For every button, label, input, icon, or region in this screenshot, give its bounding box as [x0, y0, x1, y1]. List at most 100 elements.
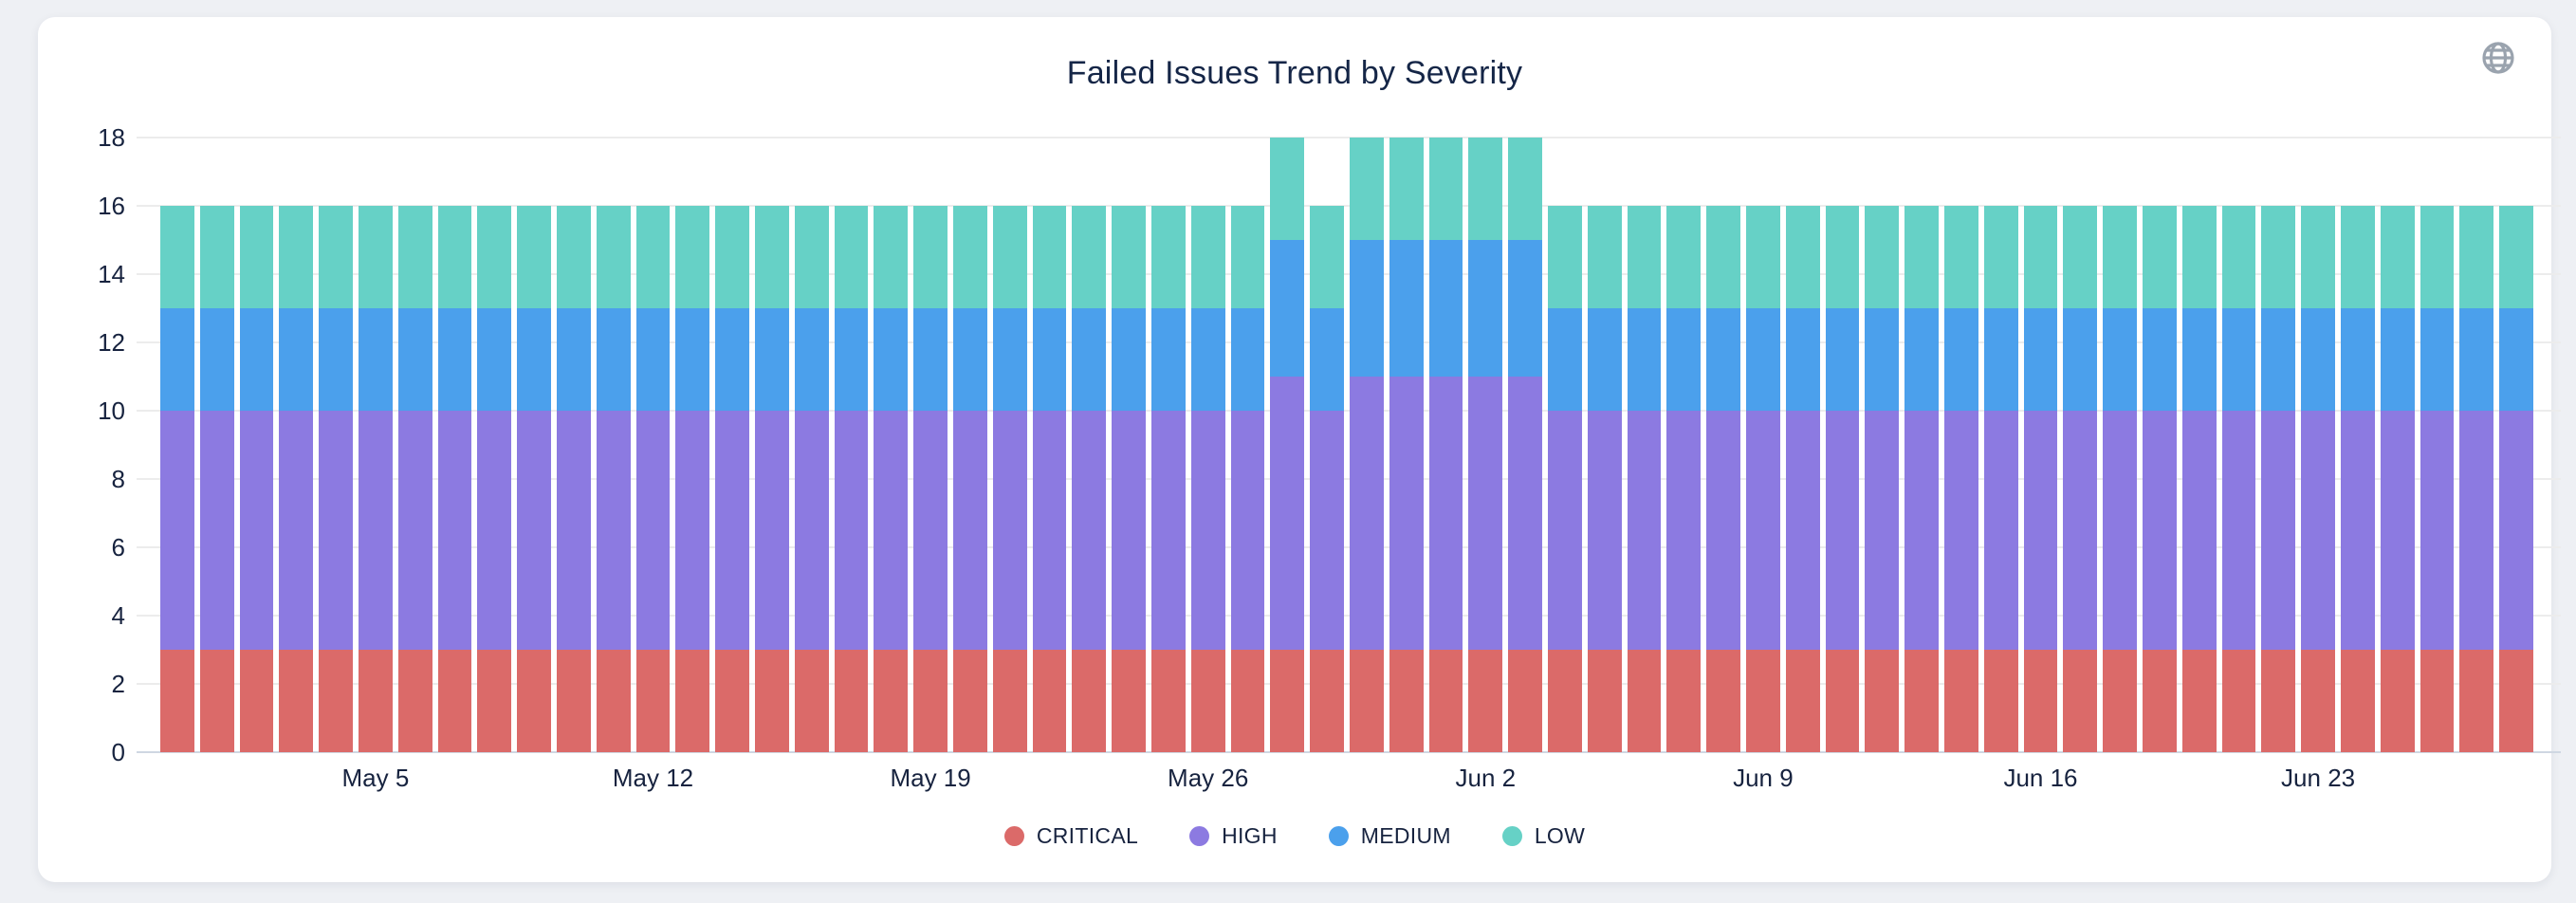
bar-jun-17[interactable] [2063, 138, 2098, 752]
bar-jun-26[interactable] [2420, 138, 2455, 752]
bar-segment-critical[interactable] [397, 650, 432, 752]
bar-segment-high[interactable] [1587, 411, 1622, 650]
bar-segment-low[interactable] [2181, 206, 2217, 308]
bar-segment-critical[interactable] [279, 650, 314, 752]
bar-segment-high[interactable] [1547, 411, 1582, 650]
bar-segment-medium[interactable] [1745, 308, 1780, 411]
bar-segment-high[interactable] [1983, 411, 2018, 650]
bar-segment-critical[interactable] [437, 650, 472, 752]
bar-segment-medium[interactable] [596, 308, 631, 411]
bar-segment-medium[interactable] [2499, 308, 2534, 411]
bar-segment-high[interactable] [556, 411, 591, 650]
bar-segment-high[interactable] [1745, 411, 1780, 650]
bar-segment-low[interactable] [1785, 206, 1820, 308]
bar-segment-medium[interactable] [2181, 308, 2217, 411]
bar-segment-critical[interactable] [1032, 650, 1067, 752]
bar-segment-high[interactable] [477, 411, 512, 650]
bar-segment-medium[interactable] [2420, 308, 2455, 411]
bar-may-24[interactable] [1112, 138, 1147, 752]
bar-jun-10[interactable] [1785, 138, 1820, 752]
bar-jun-28[interactable] [2499, 138, 2534, 752]
bar-segment-high[interactable] [2499, 411, 2534, 650]
bar-segment-medium[interactable] [794, 308, 829, 411]
bar-segment-critical[interactable] [952, 650, 987, 752]
bar-segment-critical[interactable] [1666, 650, 1702, 752]
bar-segment-high[interactable] [2063, 411, 2098, 650]
bar-segment-medium[interactable] [1587, 308, 1622, 411]
bar-segment-medium[interactable] [2142, 308, 2177, 411]
bar-may-26[interactable] [1190, 138, 1225, 752]
bar-segment-medium[interactable] [952, 308, 987, 411]
bar-segment-critical[interactable] [199, 650, 234, 752]
bar-segment-high[interactable] [2459, 411, 2494, 650]
bar-segment-low[interactable] [2063, 206, 2098, 308]
bar-segment-medium[interactable] [2261, 308, 2296, 411]
bar-segment-medium[interactable] [279, 308, 314, 411]
bar-segment-medium[interactable] [1468, 240, 1503, 377]
bar-segment-medium[interactable] [2063, 308, 2098, 411]
bar-segment-high[interactable] [1230, 411, 1265, 650]
bar-segment-low[interactable] [517, 206, 552, 308]
bar-segment-medium[interactable] [397, 308, 432, 411]
bar-segment-high[interactable] [874, 411, 909, 650]
bar-segment-critical[interactable] [2063, 650, 2098, 752]
bar-segment-critical[interactable] [556, 650, 591, 752]
bar-segment-critical[interactable] [1865, 650, 1900, 752]
bar-may-15[interactable] [754, 138, 789, 752]
bar-segment-critical[interactable] [159, 650, 194, 752]
bar-jun-1[interactable] [1428, 138, 1463, 752]
bar-segment-critical[interactable] [2023, 650, 2058, 752]
bar-jun-12[interactable] [1865, 138, 1900, 752]
bar-segment-medium[interactable] [517, 308, 552, 411]
bar-segment-low[interactable] [1190, 206, 1225, 308]
bar-segment-low[interactable] [2380, 206, 2415, 308]
bar-segment-medium[interactable] [2103, 308, 2138, 411]
legend-item-low[interactable]: LOW [1501, 823, 1585, 849]
bar-segment-critical[interactable] [874, 650, 909, 752]
bar-segment-medium[interactable] [2221, 308, 2256, 411]
bar-segment-medium[interactable] [1230, 308, 1265, 411]
bar-segment-critical[interactable] [2420, 650, 2455, 752]
bar-segment-critical[interactable] [596, 650, 631, 752]
bar-segment-critical[interactable] [754, 650, 789, 752]
bar-segment-high[interactable] [596, 411, 631, 650]
bar-segment-high[interactable] [1349, 377, 1384, 650]
bar-segment-low[interactable] [1389, 138, 1424, 240]
bar-segment-critical[interactable] [2380, 650, 2415, 752]
bar-may-14[interactable] [715, 138, 750, 752]
bar-segment-low[interactable] [794, 206, 829, 308]
bar-may-6[interactable] [397, 138, 432, 752]
bar-segment-high[interactable] [635, 411, 671, 650]
bar-segment-medium[interactable] [635, 308, 671, 411]
bar-segment-critical[interactable] [239, 650, 274, 752]
bar-segment-high[interactable] [834, 411, 869, 650]
bar-may-3[interactable] [279, 138, 314, 752]
bar-jun-4[interactable] [1547, 138, 1582, 752]
bar-segment-low[interactable] [1032, 206, 1067, 308]
bar-segment-medium[interactable] [1150, 308, 1186, 411]
bar-segment-low[interactable] [1112, 206, 1147, 308]
bar-segment-medium[interactable] [159, 308, 194, 411]
bar-segment-critical[interactable] [2459, 650, 2494, 752]
bar-segment-high[interactable] [2380, 411, 2415, 650]
bar-segment-medium[interactable] [1547, 308, 1582, 411]
bar-jun-8[interactable] [1706, 138, 1741, 752]
bar-segment-high[interactable] [1150, 411, 1186, 650]
legend-item-critical[interactable]: CRITICAL [1003, 823, 1138, 849]
bar-jun-6[interactable] [1627, 138, 1662, 752]
bar-segment-low[interactable] [1706, 206, 1741, 308]
bar-segment-low[interactable] [1150, 206, 1186, 308]
bar-jun-5[interactable] [1587, 138, 1622, 752]
bar-jun-23[interactable] [2301, 138, 2336, 752]
bar-segment-high[interactable] [2103, 411, 2138, 650]
bar-segment-high[interactable] [239, 411, 274, 650]
bar-segment-high[interactable] [2261, 411, 2296, 650]
bar-may-27[interactable] [1230, 138, 1265, 752]
bar-segment-high[interactable] [1627, 411, 1662, 650]
bar-segment-medium[interactable] [1825, 308, 1860, 411]
bar-segment-high[interactable] [1706, 411, 1741, 650]
bar-segment-high[interactable] [517, 411, 552, 650]
bar-segment-low[interactable] [2301, 206, 2336, 308]
bar-segment-critical[interactable] [2142, 650, 2177, 752]
bar-segment-medium[interactable] [1349, 240, 1384, 377]
